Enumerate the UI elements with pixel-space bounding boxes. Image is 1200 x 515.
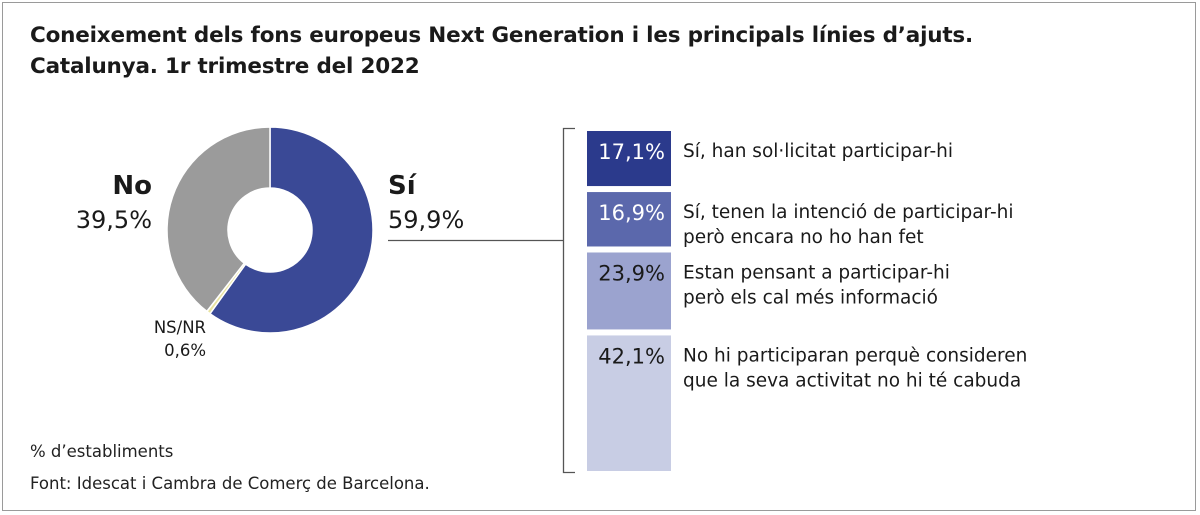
bar-value-label-1: 17,1% (598, 140, 665, 164)
source-note: Font: Idescat i Cambra de Comerç de Barc… (30, 474, 430, 493)
value-nsnr: 0,6% (164, 341, 206, 360)
label-nsnr: NS/NR (154, 318, 206, 337)
bar-description-3-line-1: Estan pensant a participar-hi (683, 262, 950, 283)
donut-slice-si (208, 126, 374, 334)
value-si: 59,9% (388, 206, 464, 234)
bar-description-4-line-2: que la seva activitat no hi té cabuda (683, 370, 1021, 391)
bar-description-2-line-1: Sí, tenen la intenció de participar-hi (683, 202, 1014, 223)
label-si: Sí (388, 171, 418, 201)
bar-description-2-line-2: però encara no ho han fet (683, 227, 924, 248)
bracket (562, 127, 575, 474)
donut-chart (166, 126, 374, 334)
bar-segment-3 (587, 252, 671, 330)
stacked-bar: 17,1% Sí, han sol·licitat participar-hi 16… (587, 131, 1027, 471)
bar-value-label-3: 23,9% (598, 261, 665, 285)
value-no: 39,5% (76, 206, 152, 234)
bar-segment-2 (587, 192, 671, 247)
bar-description-3-line-2: però els cal més informació (683, 287, 938, 308)
label-no: No (112, 171, 152, 201)
bar-description-1-line-1: Sí, han sol·licitat participar-hi (683, 141, 953, 162)
bar-segment-1 (587, 131, 671, 187)
title-line-2: Catalunya. 1r trimestre del 2022 (30, 54, 420, 79)
bar-segment-4 (587, 335, 671, 471)
title-line-1: Coneixement dels fons europeus Next Gene… (30, 23, 973, 48)
bar-value-label-2: 16,9% (598, 201, 665, 225)
donut-slice-no (166, 126, 271, 313)
unit-note: % d’establiments (30, 442, 174, 461)
bar-value-label-4: 42,1% (598, 344, 665, 368)
chart-title: Coneixement dels fons europeus Next Gene… (30, 20, 973, 82)
bar-description-4-line-1: No hi participaran perquè consideren (683, 345, 1027, 366)
